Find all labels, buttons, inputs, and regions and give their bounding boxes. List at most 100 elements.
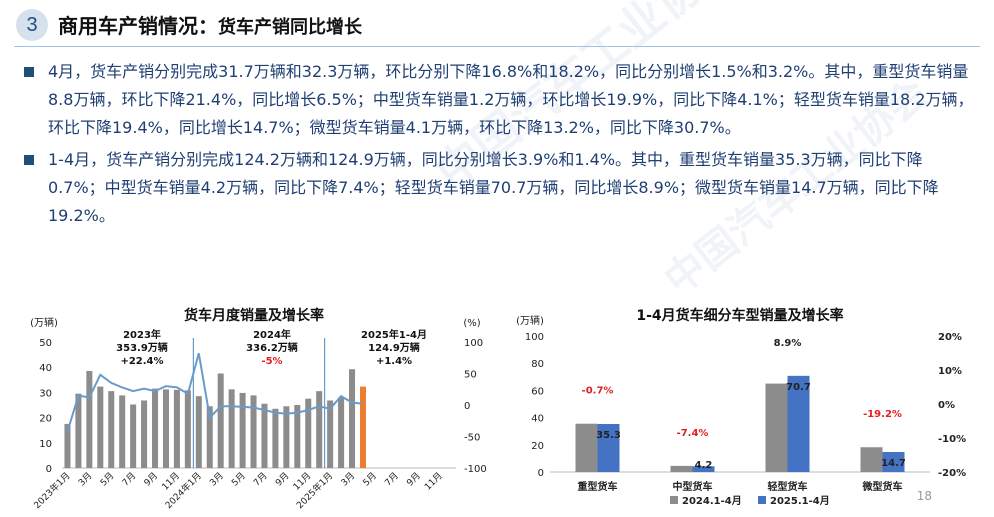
bar — [108, 391, 115, 468]
segment-sales-chart: 1-4月货车细分车型销量及增长率 (万辆) 0 20 40 60 80 100 -20% -10%… — [516, 307, 966, 507]
bar — [316, 391, 323, 468]
x-tick-label: 中型货车 — [673, 480, 713, 493]
y2-tick-label: 100 — [464, 338, 483, 349]
bar — [228, 389, 235, 468]
bar — [86, 370, 93, 468]
bullet-item: 1-4月，货车产销分别完成124.2万辆和124.9万辆，同比分别增长3.9%和… — [22, 146, 974, 230]
bar — [349, 369, 356, 468]
growth-label: -19.2% — [863, 409, 902, 420]
legend-label-2024: 2024.1-4月 — [682, 495, 742, 507]
y2-tick-label: -50 — [464, 433, 480, 444]
bullet-square-icon — [24, 155, 34, 165]
annotation-label: 353.9万辆 — [116, 341, 168, 354]
bar — [217, 373, 224, 468]
bar — [119, 395, 126, 468]
y-axis-label: (万辆) — [516, 314, 544, 327]
y-axis-label: (万辆) — [30, 316, 58, 329]
page-title-main: 商用车产销情况： — [58, 14, 218, 38]
y2-tick-label: 20% — [938, 332, 962, 343]
bar-2025 — [692, 466, 715, 472]
bar — [294, 405, 301, 468]
chart-title: 货车月度销量及增长率 — [183, 307, 324, 324]
page-number: 18 — [916, 489, 932, 503]
annotation-label: +1.4% — [376, 356, 412, 367]
x-tick-label: 9月 — [273, 470, 291, 488]
bar — [75, 393, 82, 468]
x-tick-label: 3月 — [76, 470, 94, 488]
legend-swatch-2024 — [670, 496, 678, 504]
y-tick-label: 30 — [39, 388, 52, 399]
x-tick-label: 3月 — [339, 470, 357, 488]
bar — [261, 403, 268, 468]
growth-line — [66, 353, 364, 432]
y2-tick-label: 0 — [464, 401, 470, 412]
bar — [130, 404, 137, 468]
x-tick-label: 7月 — [251, 470, 269, 488]
bar — [239, 392, 246, 468]
bar — [250, 395, 257, 468]
y-tick-label: 80 — [531, 359, 544, 370]
y-tick-label: 40 — [39, 363, 52, 374]
growth-label: -0.7% — [582, 386, 614, 397]
y-tick-label: 0 — [538, 468, 544, 479]
x-tick-label: 9月 — [405, 470, 423, 488]
bar-2024 — [860, 447, 883, 472]
x-tick-label: 5月 — [98, 470, 116, 488]
bullet-list: 4月，货车产销分别完成31.7万辆和32.3万辆，环比分别下降16.8%和18.… — [22, 58, 974, 234]
growth-label: 8.9% — [774, 338, 802, 349]
bar-2024 — [575, 423, 598, 472]
x-tick-label: 11月 — [422, 470, 444, 492]
bar — [97, 386, 104, 468]
x-tick-label: 5月 — [230, 470, 248, 488]
bar — [184, 390, 191, 468]
bar — [272, 408, 279, 468]
bar — [283, 406, 290, 468]
annotation-label: 336.2万辆 — [246, 341, 298, 354]
section-number-badge: 3 — [16, 9, 48, 41]
bar-2024 — [670, 465, 693, 472]
bar — [206, 406, 213, 468]
y2-tick-label: -20% — [938, 468, 966, 479]
x-tick-label: 轻型货车 — [768, 480, 808, 493]
x-tick-label: 2023年1月 — [31, 470, 72, 511]
bar-2025 — [787, 375, 810, 472]
y-tick-label: 20 — [39, 414, 52, 425]
y-tick-label: 40 — [531, 414, 544, 425]
annotation-label: +22.4% — [120, 356, 163, 367]
bar — [141, 400, 148, 468]
y-tick-label: 0 — [46, 464, 52, 475]
y2-axis-label: (%) — [463, 318, 480, 329]
bar-2025 — [882, 452, 905, 472]
title-divider — [14, 46, 980, 47]
x-tick-label: 9月 — [142, 470, 160, 488]
data-label: 14.7 — [881, 458, 906, 469]
x-tick-label: 3月 — [208, 470, 226, 488]
annotation-label: 2024年 — [253, 328, 291, 341]
y-tick-label: 10 — [39, 439, 52, 450]
bar — [338, 397, 345, 468]
data-label: 35.3 — [596, 430, 621, 441]
y-tick-label: 50 — [39, 338, 52, 349]
annotation-label: -5% — [261, 356, 282, 367]
bar — [162, 389, 169, 468]
x-tick-label: 5月 — [361, 470, 379, 488]
y2-tick-label: -10% — [938, 434, 966, 445]
page-title-sub: 货车产销同比增长 — [218, 17, 362, 38]
y2-tick-label: 0% — [938, 400, 955, 411]
monthly-sales-chart: 货车月度销量及增长率 (万辆) (%) 0 10 20 30 40 50 -100 -50 0 50 10… — [30, 307, 487, 511]
growth-label: -7.4% — [677, 428, 709, 439]
bar — [173, 389, 180, 468]
y2-tick-label: 10% — [938, 366, 962, 377]
y-tick-label: 20 — [531, 441, 544, 452]
data-label: 70.7 — [786, 382, 811, 393]
bar-2025 — [597, 423, 620, 472]
x-tick-label: 7月 — [120, 470, 138, 488]
bar — [64, 423, 71, 468]
x-tick-label: 微型货车 — [862, 480, 903, 493]
legend-swatch-2025 — [758, 496, 766, 504]
y2-tick-label: 50 — [464, 370, 477, 381]
x-tick-label: 重型货车 — [578, 480, 618, 493]
bar — [359, 386, 366, 468]
y-tick-label: 60 — [531, 386, 544, 397]
bar — [195, 396, 202, 468]
